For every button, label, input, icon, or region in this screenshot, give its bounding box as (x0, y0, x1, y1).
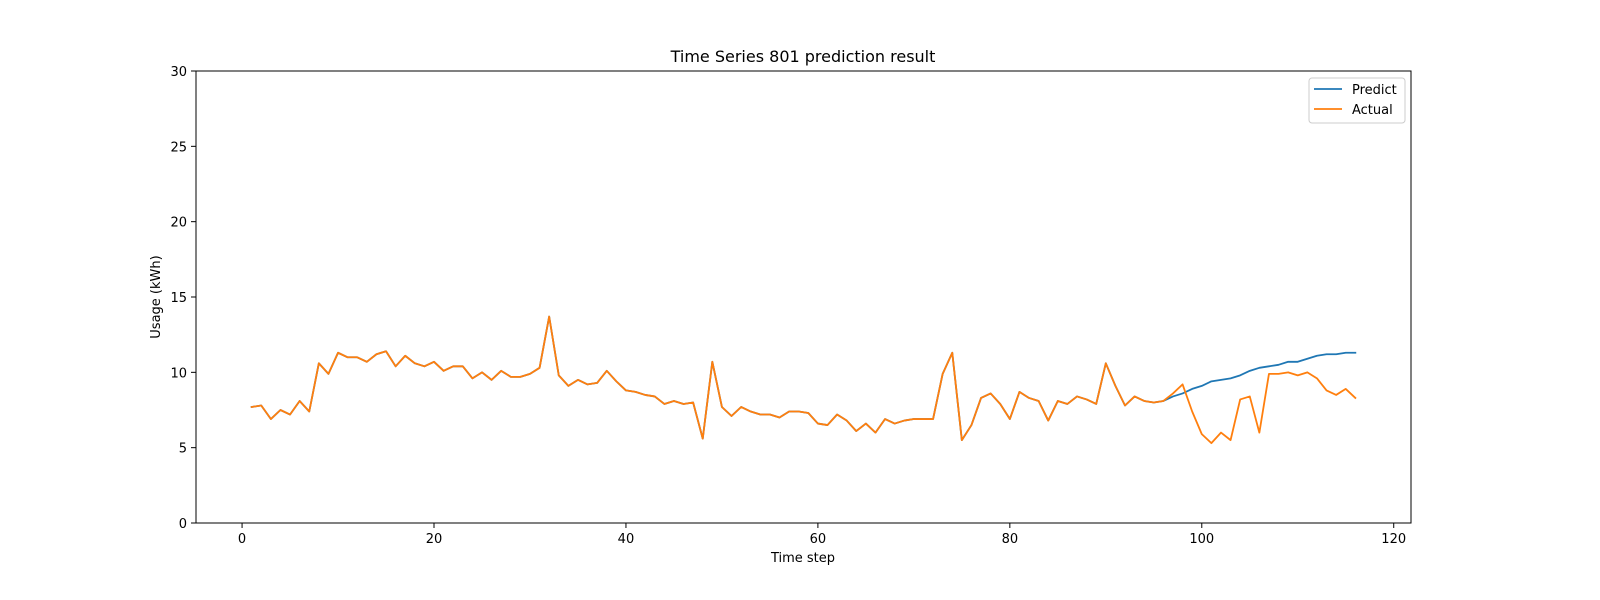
legend-label-predict: Predict (1352, 83, 1397, 98)
x-tick-label: 40 (618, 532, 635, 547)
y-tick-label: 0 (179, 517, 187, 532)
y-tick-label: 25 (170, 140, 187, 155)
y-tick-label: 20 (170, 216, 187, 231)
series-line-predict (250, 315, 1357, 442)
y-tick-label: 30 (170, 65, 187, 80)
x-axis: 0 20 40 60 80 100 120 (238, 523, 1406, 547)
y-axis-label: Usage (kWh) (149, 255, 164, 338)
x-tick-label: 60 (810, 532, 827, 547)
legend: Predict Actual (1308, 77, 1406, 124)
y-tick-label: 10 (170, 366, 187, 381)
series-layer (250, 315, 1357, 445)
x-tick-label: 0 (238, 532, 246, 547)
plot-frame (195, 70, 1412, 524)
chart-title: Time Series 801 prediction result (670, 47, 936, 66)
x-tick-label: 120 (1381, 532, 1406, 547)
x-axis-label: Time step (770, 551, 835, 566)
x-tick-label: 20 (426, 532, 443, 547)
legend-label-actual: Actual (1352, 103, 1393, 118)
y-tick-label: 15 (170, 291, 187, 306)
x-tick-label: 100 (1189, 532, 1214, 547)
y-axis: 0 5 10 15 20 25 30 (170, 65, 196, 532)
series-line-actual (250, 315, 1357, 445)
x-tick-label: 80 (1002, 532, 1019, 547)
y-tick-label: 5 (179, 442, 187, 457)
